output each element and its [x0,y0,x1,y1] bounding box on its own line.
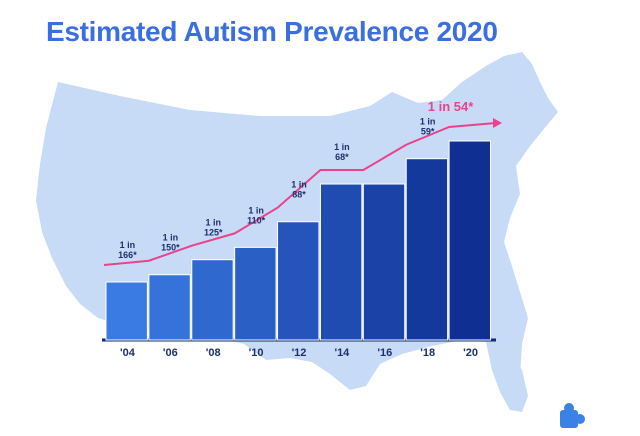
florida-peninsula [486,342,528,412]
x-tick-label: '12 [292,347,307,359]
value-label-'14: 1 in [334,142,350,152]
value-label-'18: 1 in [420,117,436,127]
value-label-'12: 1 in [291,180,307,190]
value-label-'08: 1 in [205,218,221,228]
bar-'04 [105,281,148,341]
bar-'14 [319,183,363,341]
x-tick-label: '18 [420,347,435,359]
chart-title: Estimated Autism Prevalence 2020 [46,16,498,47]
puzzle-piece-icon [560,403,585,428]
x-tick-label: '14 [334,347,350,359]
bar-'20 [448,140,492,341]
value-label-'06: 1 in [163,233,179,243]
x-tick-label: '16 [377,347,392,359]
bar-'18 [405,158,449,341]
value-label-'10: 1 in [248,205,264,215]
value-label-'08: 125* [204,228,223,238]
bar-'16 [362,183,406,341]
trend-arrowhead [493,118,502,128]
x-tick-label: '06 [163,347,178,359]
value-label-'18: 59* [421,127,435,137]
bar-'10 [234,246,277,341]
value-label-'14: 68* [335,152,349,162]
bar-'08 [191,259,234,341]
value-label-'20: 1 in 54* [428,99,474,114]
trend-line [103,122,497,266]
bar-'12 [277,221,320,341]
bar-'06 [148,274,191,341]
value-label-'10: 110* [247,215,266,225]
x-tick-label: '04 [120,347,136,359]
x-tick-label: '20 [463,347,478,359]
x-tick-label: '08 [206,347,221,359]
value-label-'04: 1 in [120,240,136,250]
value-label-'12: 88* [292,190,306,200]
x-tick-label: '10 [249,347,264,359]
value-label-'06: 150* [161,243,180,253]
value-label-'04: 166* [118,250,137,260]
